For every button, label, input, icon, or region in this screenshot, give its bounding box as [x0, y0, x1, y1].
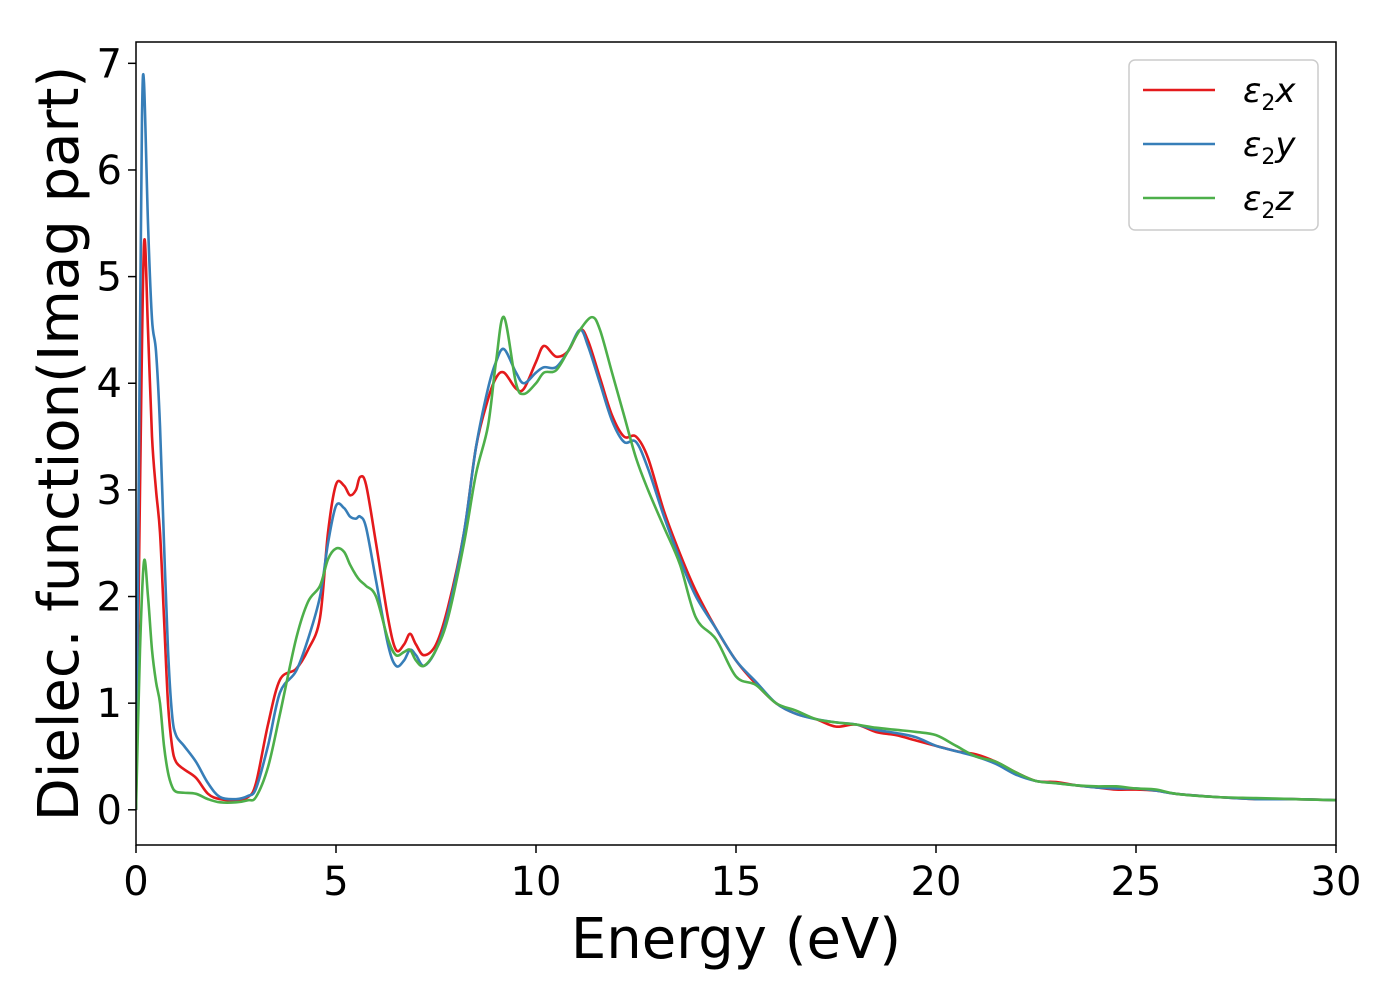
- y-tick-label: 0: [97, 788, 122, 834]
- y-tick-label: 5: [97, 255, 122, 301]
- x-axis-label: Energy (eV): [571, 907, 901, 972]
- series-line-z: [136, 315, 1336, 810]
- y-tick-label: 2: [97, 575, 122, 621]
- legend-label-x: ε2x: [1243, 71, 1296, 116]
- x-tick-label: 0: [123, 859, 148, 905]
- series-line-x: [136, 238, 1336, 810]
- series-layer: [136, 73, 1336, 810]
- x-axis-ticks: 0 5 10 15 20 25 30: [123, 845, 1361, 905]
- x-tick-label: 25: [1111, 859, 1162, 905]
- y-tick-label: 3: [97, 468, 122, 514]
- x-tick-label: 5: [323, 859, 348, 905]
- x-tick-label: 20: [911, 859, 962, 905]
- legend-box: [1128, 59, 1319, 231]
- y-tick-label: 6: [97, 148, 122, 194]
- legend-label-z: ε2z: [1243, 179, 1294, 224]
- legend: ε2x ε2y ε2z: [1128, 59, 1319, 231]
- y-axis-ticks: 0 1 2 3 4 5 6 7: [97, 41, 136, 834]
- series-line-y: [136, 73, 1336, 810]
- y-axis-label: Dielec. function(Imag part): [27, 66, 92, 822]
- x-tick-label: 15: [711, 859, 762, 905]
- y-tick-label: 1: [97, 681, 122, 727]
- x-tick-label: 10: [511, 859, 562, 905]
- x-tick-label: 30: [1311, 859, 1362, 905]
- y-tick-label: 7: [97, 41, 122, 87]
- y-tick-label: 4: [97, 361, 122, 407]
- legend-label-y: ε2y: [1243, 125, 1296, 170]
